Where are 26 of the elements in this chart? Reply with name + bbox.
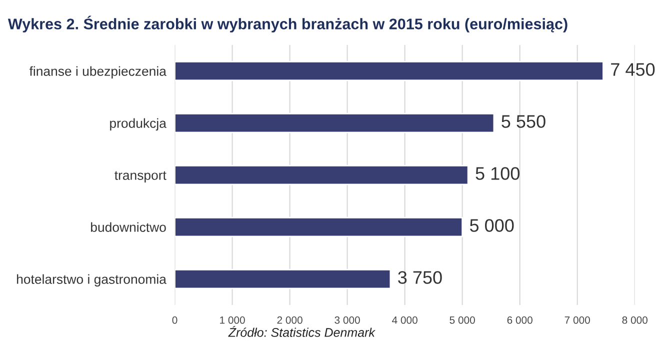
text: Źródło: Statistics Denmark bbox=[228, 326, 376, 337]
bar bbox=[174, 164, 469, 186]
bar bbox=[174, 112, 495, 134]
x-tick-label: 5 000 bbox=[450, 316, 475, 324]
y-tick-label: budownictwo bbox=[91, 222, 166, 232]
y-tick-label: produkcja bbox=[110, 118, 166, 131]
x-tick-label: 1 000 bbox=[220, 316, 245, 324]
chart-title: Wykres 2. Średnie zarobki w wybranych branżach w 2015 roku (euro/miesiąc) bbox=[8, 16, 568, 32]
x-tick-label: 2 000 bbox=[277, 316, 302, 324]
x-tick-label: 3 000 bbox=[334, 316, 360, 324]
x-tick-label: 8 000 bbox=[622, 316, 648, 324]
x-tick-label: 6 000 bbox=[507, 316, 532, 324]
y-tick-label: hotelarstwo i gastronomia bbox=[17, 274, 166, 287]
y-tick-label: transport bbox=[114, 171, 166, 183]
bar bbox=[174, 60, 604, 82]
data-label: 7 450 bbox=[611, 63, 655, 76]
data-label: 3 750 bbox=[398, 271, 442, 284]
bar bbox=[174, 216, 464, 238]
bar bbox=[174, 268, 392, 290]
x-tick-label: 4 000 bbox=[392, 316, 418, 324]
data-label: 5 000 bbox=[470, 219, 514, 232]
data-label: 5 100 bbox=[476, 167, 520, 180]
data-label: 5 550 bbox=[502, 115, 546, 128]
y-tick-label: finanse i ubezpieczenia bbox=[29, 66, 166, 79]
x-tick-label: 7 000 bbox=[564, 316, 590, 324]
x-tick-label: 0 bbox=[172, 316, 178, 324]
